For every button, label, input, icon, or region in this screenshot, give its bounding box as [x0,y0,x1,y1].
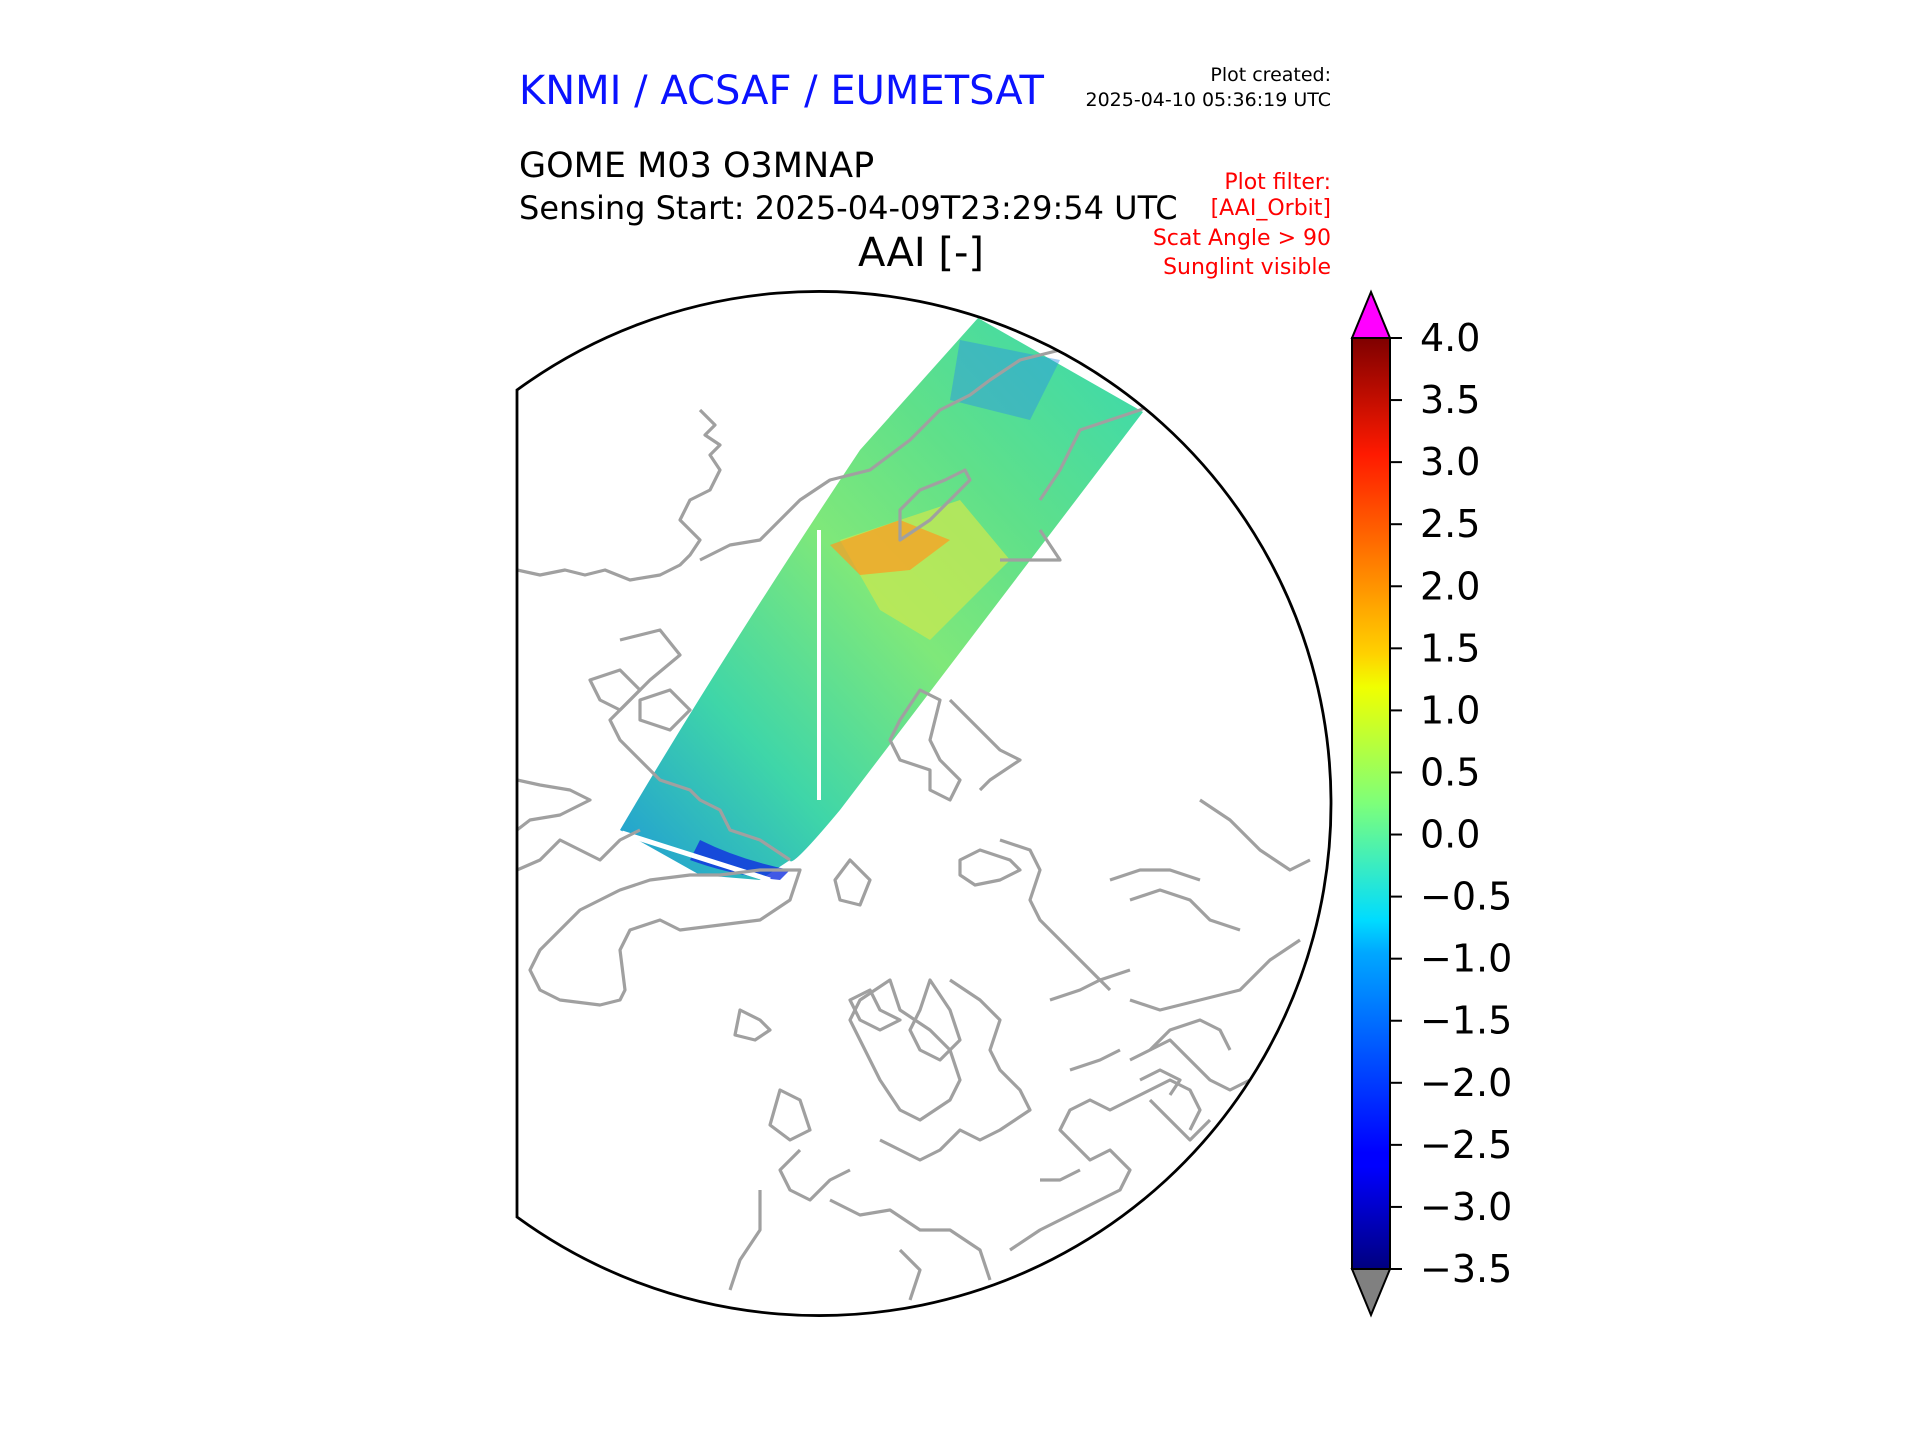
map-title: AAI [-] [858,230,984,276]
colorbar-tick-label: 0.0 [1420,813,1480,857]
provider-title: KNMI / ACSAF / EUMETSAT [519,68,1044,114]
plot-filter-line: [AAI_Orbit] [1210,196,1331,221]
plot-filter-heading: Plot filter: [1224,170,1331,195]
colorbar-tick-label: 3.0 [1420,440,1480,484]
colorbar-gradient [1351,337,1391,1270]
plot-created-value: 2025-04-10 05:36:19 UTC [1085,89,1332,111]
colorbar: 4.0 3.5 3.0 2.5 2.0 1.5 1.0 0.5 0.0 −0.5 −1.0 −1.5 −… [1350,289,1512,1318]
colorbar-tick-label: 2.0 [1420,564,1480,608]
colorbar-tick-label: −3.5 [1420,1247,1512,1291]
colorbar-tick-label: −2.5 [1420,1123,1512,1167]
colorbar-over-extension [1350,289,1392,339]
colorbar-tick-label: 3.5 [1420,378,1480,422]
product-title: GOME M03 O3MNAP [519,146,875,186]
colorbar-tick-label: −1.0 [1420,937,1512,981]
aai-swath-blue-patch [950,340,1060,420]
plot-filter-line: Scat Angle > 90 [1152,226,1331,251]
colorbar-ticks: 4.0 3.5 3.0 2.5 2.0 1.5 1.0 0.5 0.0 −0.5 −1.0 −1.5 −… [1390,316,1512,1291]
colorbar-tick-label: 1.5 [1420,626,1480,670]
aai-swath-orange-patch [830,520,950,575]
colorbar-tick-label: −0.5 [1420,875,1512,919]
coastlines [517,328,1311,1301]
colorbar-tick-label: 2.5 [1420,502,1480,546]
colorbar-tick-label: 1.0 [1420,688,1480,732]
colorbar-tick-label: −3.0 [1420,1185,1512,1229]
plot-created-label: Plot created: [1210,64,1331,86]
sensing-start: Sensing Start: 2025-04-09T23:29:54 UTC [519,189,1178,227]
colorbar-tick-label: 4.0 [1420,316,1480,360]
map-area [517,291,1332,1316]
map-boundary [515,290,1333,1317]
colorbar-tick-label: −1.5 [1420,999,1512,1043]
plot-filter-line: Sunglint visible [1163,255,1331,280]
colorbar-tick-label: 0.5 [1420,750,1480,794]
colorbar-under-extension [1350,1268,1392,1318]
colorbar-tick-label: −2.0 [1420,1061,1512,1105]
